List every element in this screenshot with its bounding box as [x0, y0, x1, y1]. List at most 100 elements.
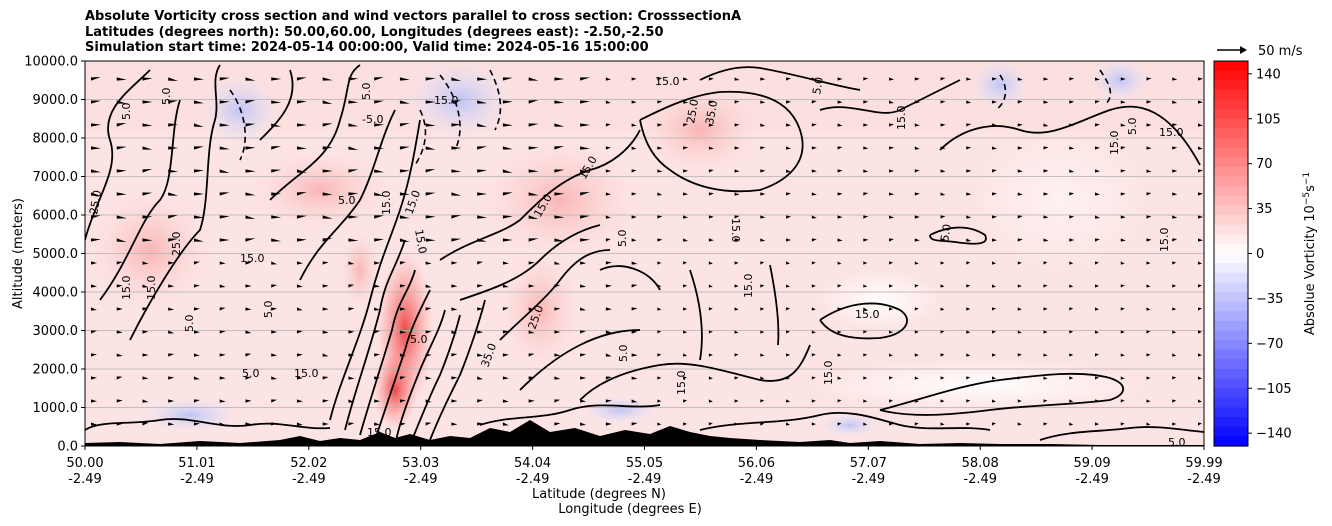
- wind-vector-arrow-icon: [889, 100, 894, 104]
- wind-vector-arrow-icon: [580, 330, 587, 334]
- wind-vector-arrow-icon: [1198, 146, 1203, 150]
- wind-vector-arrow-icon: [451, 307, 458, 311]
- y-tick-label: 7000.0: [33, 170, 79, 185]
- wind-vector-arrow-icon: [1198, 238, 1203, 242]
- wind-vector-arrow-icon: [245, 123, 256, 127]
- wind-key: 50 m/s: [1217, 44, 1303, 59]
- wind-vector-arrow-icon: [1043, 353, 1048, 357]
- wind-vector-arrow-icon: [863, 192, 869, 196]
- wind-vector-arrow-icon: [1069, 192, 1075, 196]
- wind-vector-arrow-icon: [1043, 330, 1048, 334]
- wind-vector-arrow-icon: [1146, 238, 1152, 242]
- wind-vector-arrow-icon: [399, 100, 410, 104]
- wind-vector-arrow-icon: [554, 399, 561, 403]
- wind-vector-arrow-icon: [631, 353, 638, 357]
- wind-vector-arrow-icon: [374, 123, 385, 127]
- wind-vector-arrow-icon: [734, 238, 740, 242]
- wind-vector-arrow-icon: [374, 215, 385, 219]
- wind-vector-arrow-icon: [116, 353, 123, 357]
- x-tick-label-lat: 59.99: [1185, 456, 1222, 471]
- wind-vector-arrow-icon: [1198, 376, 1202, 380]
- wind-vector-arrow-icon: [760, 215, 766, 219]
- wind-vector-arrow-icon: [477, 284, 484, 288]
- wind-vector-arrow-icon: [605, 146, 611, 150]
- wind-vector-arrow-icon: [889, 192, 895, 196]
- wind-vector-arrow-icon: [142, 192, 153, 196]
- wind-vector-arrow-icon: [631, 261, 638, 265]
- wind-vector-arrow-icon: [142, 422, 149, 426]
- wind-vector-arrow-icon: [683, 376, 688, 380]
- wind-vector-arrow-icon: [580, 169, 591, 173]
- y-axis-label: Altitude (meters): [11, 198, 26, 309]
- contour-label: 15.0: [675, 371, 688, 396]
- wind-vector-arrow-icon: [1017, 123, 1023, 127]
- negative-contours: [229, 69, 1112, 166]
- wind-vector-arrow-icon: [1172, 399, 1177, 403]
- wind-vector-arrow-icon: [940, 100, 946, 104]
- wind-vector-arrow-icon: [477, 77, 488, 81]
- wind-vector-arrow-icon: [734, 215, 740, 219]
- wind-vector-arrow-icon: [502, 422, 509, 426]
- wind-vector-arrow-icon: [477, 215, 488, 219]
- wind-vector-arrow-icon: [502, 238, 513, 242]
- wind-vector-arrow-icon: [966, 330, 971, 334]
- colorbar-band: [1214, 436, 1248, 447]
- colorbar-tick-label: 105: [1256, 112, 1281, 127]
- wind-vector-arrow-icon: [193, 238, 204, 242]
- colorbar-band: [1214, 311, 1248, 322]
- wind-vector-arrow-icon: [348, 192, 359, 196]
- wind-vector-arrow-icon: [889, 353, 893, 357]
- wind-vector-arrow-icon: [580, 422, 587, 426]
- wind-vector-arrow-icon: [889, 169, 895, 173]
- contour-label: 35.0: [703, 99, 720, 125]
- wind-vector-arrow-icon: [528, 169, 539, 173]
- wind-vector-arrow-icon: [91, 399, 97, 403]
- wind-vector-arrow-icon: [168, 284, 175, 288]
- wind-vector-arrow-icon: [1017, 238, 1023, 242]
- wind-vector-arrow-icon: [760, 169, 766, 173]
- wind-vector-arrow-icon: [348, 284, 355, 288]
- colorbar-band: [1214, 407, 1248, 418]
- wind-vector-arrow-icon: [760, 146, 766, 150]
- wind-vector-arrow-icon: [605, 376, 612, 380]
- wind-vector-arrow-icon: [837, 422, 842, 426]
- wind-vector-arrow-icon: [992, 261, 997, 265]
- wind-vector-arrow-icon: [219, 146, 230, 150]
- wind-vector-arrow-icon: [116, 215, 127, 219]
- wind-vector-arrow-icon: [1043, 215, 1049, 219]
- wind-vector-arrow-icon: [1146, 284, 1151, 288]
- wind-vector-arrow-icon: [374, 376, 381, 380]
- wind-vector-arrow-icon: [1120, 169, 1126, 173]
- wind-vector-arrow-icon: [1120, 215, 1126, 219]
- wind-vector-arrow-icon: [399, 422, 406, 426]
- wind-vector-arrow-icon: [734, 169, 740, 173]
- wind-vector-arrow-icon: [245, 284, 252, 288]
- wind-vector-arrow-icon: [528, 353, 535, 357]
- wind-vector-arrow-icon: [914, 123, 920, 127]
- wind-vector-arrow-icon: [837, 284, 842, 288]
- x-tick-label-lat: 53.03: [402, 456, 439, 471]
- wind-vector-arrow-icon: [837, 399, 842, 403]
- wind-vector-arrow-icon: [1120, 100, 1126, 104]
- wind-vector-arrow-icon: [296, 77, 307, 81]
- wind-vector-arrow-icon: [1146, 215, 1152, 219]
- wind-vector-arrow-icon: [1198, 261, 1202, 265]
- wind-vector-arrow-icon: [425, 376, 432, 380]
- wind-vector-arrow-icon: [580, 284, 587, 288]
- wind-vector-arrow-icon: [1069, 376, 1074, 380]
- wind-vector-arrow-icon: [219, 192, 230, 196]
- wind-vector-arrow-icon: [863, 422, 868, 426]
- wind-vector-arrow-icon: [425, 215, 436, 219]
- wind-vector-arrow-icon: [1146, 353, 1151, 357]
- contour-label: 5.0: [242, 367, 260, 380]
- wind-vector-arrow-icon: [914, 238, 920, 242]
- wind-vector-arrow-icon: [631, 422, 638, 426]
- wind-vector-arrow-icon: [605, 261, 612, 265]
- wind-vector-arrow-icon: [708, 215, 714, 219]
- x-axis: 50.00-2.4951.01-2.4952.02-2.4953.03-2.49…: [66, 446, 1223, 487]
- contour-label: 5.0: [616, 230, 629, 248]
- colorbar-label-exp1: −5: [1302, 192, 1312, 205]
- wind-vector-arrow-icon: [116, 307, 123, 311]
- wind-vector-arrow-icon: [631, 330, 638, 334]
- wind-vector-arrow-icon: [605, 330, 612, 334]
